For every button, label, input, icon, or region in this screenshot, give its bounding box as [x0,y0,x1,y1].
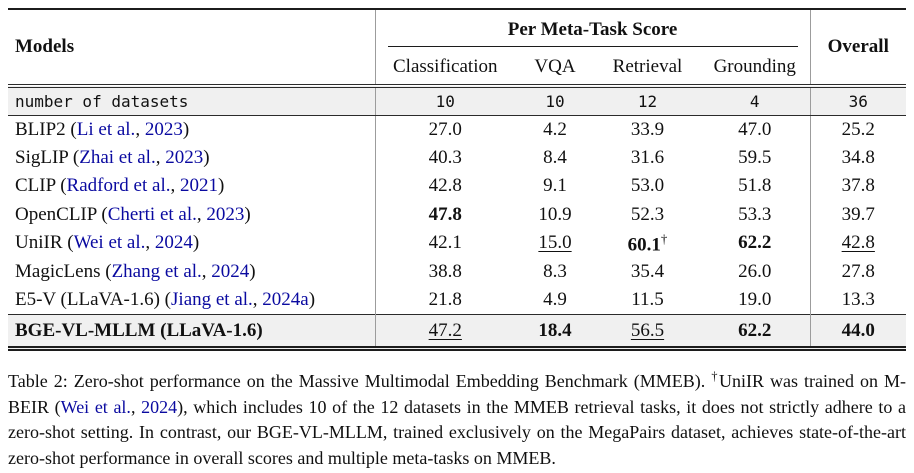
citation-link[interactable]: 2021 [179,175,218,197]
score-cell: 21.8 [374,286,515,315]
dagger-footnote-marker: † [711,369,719,383]
score-cell: 62.2 [738,232,772,254]
datasets-count-value: 12 [595,86,700,116]
score-cell: 47.8 [374,200,515,229]
model-name-cell: E5-V (LLaVA-1.6) (Jiang et al., 2024a) [15,289,316,310]
highlighted-result-row: BGE-VL-MLLM (LLaVA-1.6) 47.2 18.4 56.5 62.2 4… [8,314,906,351]
column-header-grounding: Grounding [700,49,810,88]
citation-link[interactable]: 2023 [165,146,204,168]
score-cell: 62.2 [700,314,810,351]
score-cell: 47.0 [738,118,772,140]
score-cell: 42.8 [809,229,906,258]
header-row-subcolumns: Classification VQA Retrieval Grounding [8,49,906,88]
caption-text: Table 2: Zero-shot performance on the Ma… [8,371,712,391]
score-cell: 37.8 [809,172,906,201]
table-row: BLIP2 (Li et al., 2023) 27.0 4.2 33.9 47.0 25… [8,115,906,144]
score-cell: 44.0 [809,314,906,351]
citation-link[interactable]: 2024 [141,396,178,417]
datasets-count-label: number of datasets [8,86,375,116]
dagger-footnote-marker: † [660,230,668,246]
header-row-group: Models Per Meta-Task Score Overall [8,9,906,88]
score-cell: 42.8 [374,172,515,201]
citation-link[interactable]: Radford et al. [66,175,171,197]
model-name-cell: UniIR (Wei et al., 2024) [15,232,200,254]
model-name-cell: CLIP (Radford et al., 2021) [15,175,225,197]
score-cell: 53.0 [630,175,665,197]
model-name-cell: OpenCLIP (Cherti et al., 2023) [15,203,251,225]
score-cell: 8.4 [543,146,567,168]
citation-link[interactable]: 2023 [144,118,183,140]
score-cell: 25.2 [809,115,906,144]
datasets-count-value: 4 [700,86,810,116]
score-cell: 33.9 [630,118,665,140]
score-cell: 53.3 [738,203,772,225]
table-row: MagicLens (Zhang et al., 2024) 38.8 8.3 35.… [8,257,906,286]
citation-link[interactable]: 2024 [154,232,193,254]
column-header-classification: Classification [374,49,515,88]
score-cell: 9.1 [543,175,567,197]
citation-link[interactable]: Zhang et al. [111,260,202,282]
score-cell: 59.5 [738,146,772,168]
caption-text: UniIR was trained on M-BEIR ( [8,371,907,417]
citation-link[interactable]: 2023 [206,203,245,225]
citation-link[interactable]: 2024 [211,260,250,282]
column-header-overall: Overall [809,9,906,88]
table-row: SigLIP (Zhai et al., 2023) 40.3 8.4 31.6 59.… [8,143,906,172]
model-name-cell: SigLIP (Zhai et al., 2023) [15,146,210,168]
score-cell: 18.4 [515,314,595,351]
score-cell: 19.0 [738,289,772,310]
table-row: CLIP (Radford et al., 2021) 42.8 9.1 53.0 51… [8,172,906,201]
table-caption: Table 2: Zero-shot performance on the Ma… [8,364,906,471]
citation-link[interactable]: Wei et al. [73,232,146,254]
citation-link[interactable]: 2024a [262,289,309,310]
score-cell: 47.2 [374,314,515,351]
model-name-cell: MagicLens (Zhang et al., 2024) [15,260,256,282]
table-row: UniIR (Wei et al., 2024) 42.1 15.0 60.1† 62.… [8,229,906,258]
score-cell: 4.2 [543,118,567,140]
score-cell: 15.0 [538,232,572,254]
score-cell: 26.0 [738,260,772,282]
results-table: Models Per Meta-Task Score Overall Class… [8,8,906,351]
model-name-cell: BLIP2 (Li et al., 2023) [15,118,190,140]
score-cell: 51.8 [738,175,772,197]
score-cell: 60.1† [627,230,668,255]
score-cell: 10.9 [538,203,572,225]
citation-link[interactable]: Cherti et al. [107,203,197,225]
datasets-count-value: 10 [515,86,595,116]
column-header-retrieval: Retrieval [595,49,700,88]
datasets-count-value: 10 [374,86,515,116]
column-group-header: Per Meta-Task Score [374,9,810,49]
column-header-models: Models [8,9,375,88]
table-row: E5-V (LLaVA-1.6) (Jiang et al., 2024a) 21… [8,286,906,315]
citation-link[interactable]: Li et al. [76,118,136,140]
score-cell: 56.5 [595,314,700,351]
score-cell: 39.7 [809,200,906,229]
score-cell: 11.5 [631,289,664,310]
table-row: OpenCLIP (Cherti et al., 2023) 47.8 10.9 52… [8,200,906,229]
score-cell: 35.4 [630,260,665,282]
datasets-count-row: number of datasets 10 10 12 4 36 [8,86,906,116]
score-cell: 52.3 [630,203,665,225]
citation-link[interactable]: Wei et al. [60,396,131,417]
score-cell: 34.8 [809,143,906,172]
score-cell: 27.0 [374,115,515,144]
group-header-label: Per Meta-Task Score [387,10,798,47]
score-cell: 38.8 [374,257,515,286]
score-cell: 13.3 [809,286,906,315]
citation-link[interactable]: Zhai et al. [79,146,156,168]
score-cell: 8.3 [543,260,567,282]
caption-text: , [130,396,142,417]
score-cell: 4.9 [543,289,567,310]
citation-link[interactable]: Jiang et al. [171,289,253,310]
score-cell: 27.8 [809,257,906,286]
score-cell: 31.6 [630,146,665,168]
datasets-count-value: 36 [809,86,906,116]
score-cell: 40.3 [374,143,515,172]
caption-text: ), which includes 10 of the 12 datasets … [8,396,906,468]
model-name-cell: BGE-VL-MLLM (LLaVA-1.6) [8,314,375,351]
column-header-vqa: VQA [515,49,595,88]
score-cell: 42.1 [374,229,515,258]
